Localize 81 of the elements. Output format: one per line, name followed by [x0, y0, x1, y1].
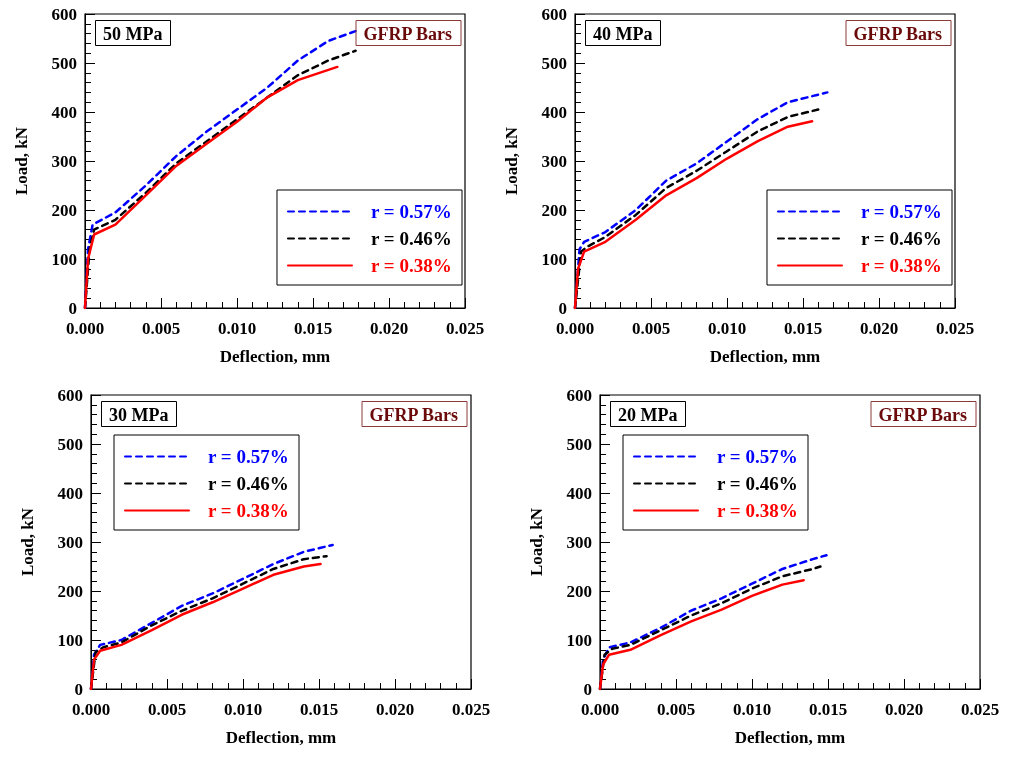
- x-tick-label: 0.010: [732, 700, 772, 719]
- annotation: GFRP Bars: [369, 405, 459, 425]
- y-tick-label: 400: [566, 483, 592, 503]
- x-tick-label: 0.000: [555, 319, 595, 338]
- x-tick-label: 0.010: [223, 700, 263, 719]
- legend-label: r = 0.38%: [717, 500, 798, 521]
- y-tick-label: 600: [57, 385, 83, 405]
- x-tick-label: 0.005: [631, 319, 671, 338]
- legend-label: r = 0.57%: [370, 201, 452, 222]
- legend-label: r = 0.46%: [860, 228, 942, 249]
- legend-label: r = 0.57%: [860, 201, 942, 222]
- x-tick-label: 0.020: [884, 700, 924, 719]
- y-tick-label: 400: [541, 102, 567, 122]
- x-tick-label: 0.005: [147, 700, 187, 719]
- y-tick-label: 300: [566, 532, 592, 552]
- y-tick-label: 500: [51, 53, 77, 73]
- annotation: GFRP Bars: [878, 405, 968, 425]
- y-tick-label: 600: [541, 4, 567, 24]
- x-axis-title: Deflection, mm: [734, 728, 846, 747]
- y-tick-label: 500: [57, 434, 83, 454]
- y-tick-label: 0: [583, 679, 592, 699]
- y-tick-label: 0: [68, 298, 77, 318]
- legend-label: r = 0.57%: [208, 446, 289, 467]
- x-tick-label: 0.000: [580, 700, 620, 719]
- x-tick-label: 0.010: [217, 319, 257, 338]
- y-tick-label: 300: [57, 532, 83, 552]
- x-tick-label: 0.020: [369, 319, 409, 338]
- y-axis-title: Load, kN: [502, 126, 521, 196]
- y-tick-label: 200: [541, 200, 567, 220]
- legend-label: r = 0.38%: [860, 255, 942, 276]
- annotation: GFRP Bars: [363, 24, 453, 44]
- x-tick-label: 0.000: [71, 700, 111, 719]
- annotation: 40 MPa: [593, 24, 653, 44]
- x-axis-title: Deflection, mm: [709, 347, 821, 366]
- y-tick-label: 100: [51, 249, 77, 269]
- x-tick-label: 0.025: [445, 319, 485, 338]
- annotation: GFRP Bars: [853, 24, 943, 44]
- x-tick-label: 0.025: [451, 700, 491, 719]
- y-axis-title: Load, kN: [527, 507, 546, 577]
- x-tick-label: 0.015: [808, 700, 848, 719]
- x-tick-label: 0.010: [707, 319, 747, 338]
- y-tick-label: 400: [51, 102, 77, 122]
- line-series: [598, 578, 805, 691]
- y-tick-label: 600: [51, 4, 77, 24]
- y-tick-label: 100: [541, 249, 567, 269]
- x-tick-label: 0.005: [141, 319, 181, 338]
- x-axis-title: Deflection, mm: [219, 347, 331, 366]
- y-tick-label: 500: [541, 53, 567, 73]
- x-tick-label: 0.015: [293, 319, 333, 338]
- annotation: 50 MPa: [103, 24, 163, 44]
- x-tick-label: 0.005: [656, 700, 696, 719]
- y-tick-label: 200: [51, 200, 77, 220]
- x-tick-label: 0.025: [960, 700, 1000, 719]
- y-tick-label: 100: [57, 630, 83, 650]
- x-tick-label: 0.020: [859, 319, 899, 338]
- y-tick-label: 300: [51, 151, 77, 171]
- legend-label: r = 0.38%: [370, 255, 452, 276]
- legend-label: r = 0.46%: [717, 473, 798, 494]
- y-tick-label: 0: [74, 679, 83, 699]
- y-tick-label: 500: [566, 434, 592, 454]
- y-tick-label: 200: [57, 581, 83, 601]
- x-tick-label: 0.020: [375, 700, 415, 719]
- legend-label: r = 0.38%: [208, 500, 289, 521]
- y-tick-label: 100: [566, 630, 592, 650]
- x-tick-label: 0.015: [299, 700, 339, 719]
- x-tick-label: 0.015: [783, 319, 823, 338]
- legend-label: r = 0.46%: [208, 473, 289, 494]
- y-axis-title: Load, kN: [12, 126, 31, 196]
- y-tick-label: 400: [57, 483, 83, 503]
- x-tick-label: 0.000: [65, 319, 105, 338]
- y-tick-label: 600: [566, 385, 592, 405]
- y-tick-label: 300: [541, 151, 567, 171]
- annotation: 30 MPa: [109, 405, 169, 425]
- x-axis-title: Deflection, mm: [225, 728, 337, 747]
- y-tick-label: 0: [558, 298, 567, 318]
- annotation: 20 MPa: [618, 405, 678, 425]
- legend-label: r = 0.57%: [717, 446, 798, 467]
- legend-label: r = 0.46%: [370, 228, 452, 249]
- y-tick-label: 200: [566, 581, 592, 601]
- x-tick-label: 0.025: [935, 319, 975, 338]
- y-axis-title: Load, kN: [18, 507, 37, 577]
